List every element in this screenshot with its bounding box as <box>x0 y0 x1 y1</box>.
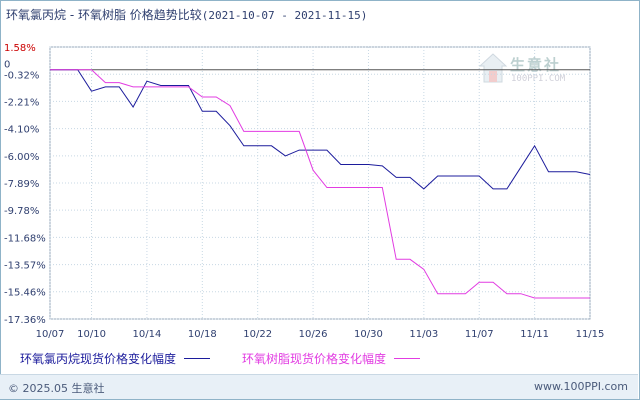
x-tick-label: 11/07 <box>465 329 494 340</box>
legend-swatch-series2 <box>394 358 421 359</box>
y-tick-label: -0.32% <box>4 70 39 81</box>
x-tick-label: 10/07 <box>36 329 65 340</box>
y-tick-label: -11.68% <box>4 233 46 244</box>
y-tick-label: -7.89% <box>4 179 39 190</box>
legend-item-series2: 环氧树脂现货价格变化幅度 <box>242 350 421 367</box>
legend-swatch-series1 <box>184 358 211 359</box>
y-tick-label: -15.46% <box>4 288 46 299</box>
footer-copyright: © 2025.05 生意社 <box>8 382 105 395</box>
legend-item-series1: 环氧氯丙烷现货价格变化幅度 <box>20 350 211 367</box>
x-tick-label: 10/22 <box>243 329 272 340</box>
x-tick-label: 11/03 <box>409 329 438 340</box>
y-tick-label: -2.21% <box>4 97 39 108</box>
footer-site-link[interactable]: www.100PPI.com <box>534 380 628 393</box>
y-tick-label: -17.36% <box>4 315 46 326</box>
x-tick-label: 10/14 <box>133 329 162 340</box>
x-tick-label: 10/10 <box>77 329 106 340</box>
x-tick-label: 10/30 <box>354 329 383 340</box>
y-tick-label: -6.00% <box>4 152 39 163</box>
title-date-range: (2021-10-07 - 2021-11-15) <box>201 9 368 22</box>
watermark-url: 100PPI.COM <box>511 74 566 84</box>
legend: 环氧氯丙烷现货价格变化幅度 环氧树脂现货价格变化幅度 <box>20 350 640 370</box>
x-tick-label: 10/26 <box>299 329 328 340</box>
y-tick-label: 1.58% <box>4 43 36 54</box>
chart-title: 环氧氯丙烷 - 环氧树脂 价格趋势比较(2021-10-07 - 2021-11… <box>6 6 367 23</box>
x-tick-label: 11/11 <box>520 329 549 340</box>
series-line-1 <box>50 69 591 190</box>
y-tick-label: -13.57% <box>4 261 46 272</box>
legend-label-series2: 环氧树脂现货价格变化幅度 <box>242 352 387 366</box>
x-tick-label: 10/18 <box>188 329 217 340</box>
legend-label-series1: 环氧氯丙烷现货价格变化幅度 <box>20 352 177 366</box>
series-line-2 <box>50 69 590 299</box>
title-main: 环氧氯丙烷 - 环氧树脂 价格趋势比较 <box>6 8 202 22</box>
x-tick-label: 11/15 <box>576 329 605 340</box>
y-tick-label: -9.78% <box>4 206 39 217</box>
y-tick-label: -4.10% <box>4 125 39 136</box>
zero-label: 0 <box>4 60 10 71</box>
house-logo-icon <box>478 53 508 83</box>
footer-bar: © 2025.05 生意社 www.100PPI.com <box>0 374 638 399</box>
